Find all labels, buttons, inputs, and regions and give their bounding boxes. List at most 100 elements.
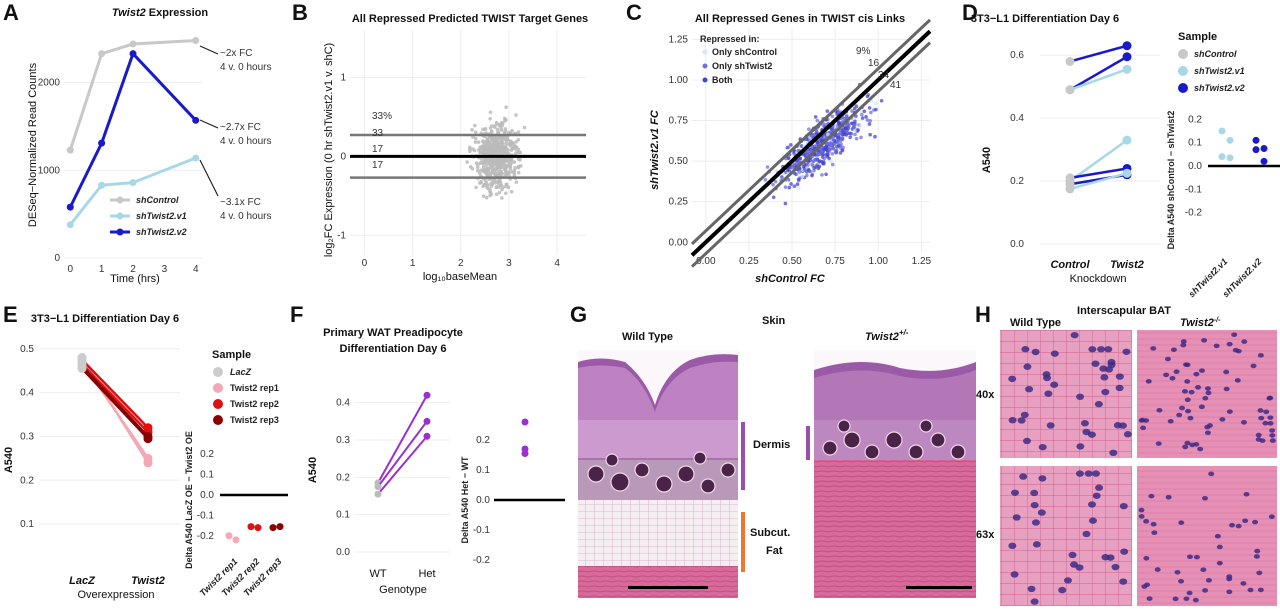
scatter-point bbox=[783, 201, 788, 206]
scatter-point bbox=[865, 94, 870, 99]
pair-line-Twist2 rep3 bbox=[81, 365, 149, 438]
scatter-point bbox=[509, 189, 514, 194]
dermis-label: Dermis bbox=[753, 439, 790, 451]
annotation-2-line2: 4 v. 0 hours bbox=[220, 136, 272, 147]
nucleus bbox=[1031, 519, 1040, 526]
nucleus bbox=[1247, 587, 1254, 593]
nucleus bbox=[1031, 348, 1040, 356]
panel-c-legend-dot-both bbox=[702, 77, 708, 83]
data-point-het bbox=[423, 417, 431, 425]
nucleus bbox=[1148, 493, 1155, 499]
scatter-point bbox=[797, 186, 801, 190]
nucleus bbox=[1058, 586, 1067, 594]
delta-point-shTwist2.v2 bbox=[1252, 136, 1260, 144]
data-point-shTwist2.v1 bbox=[129, 179, 137, 187]
nucleus bbox=[1267, 415, 1274, 420]
scatter-point bbox=[786, 168, 790, 173]
scatter-point bbox=[845, 128, 849, 132]
nucleus bbox=[1156, 407, 1163, 413]
nucleus bbox=[1143, 519, 1150, 524]
scatter-point bbox=[508, 130, 513, 135]
panel-c-line-label-41: 41 bbox=[890, 80, 902, 91]
scatter-point bbox=[468, 165, 473, 169]
scatter-point bbox=[499, 138, 503, 143]
pair-line-Pair3 bbox=[377, 435, 428, 495]
nucleus bbox=[1198, 404, 1205, 410]
nucleus bbox=[1189, 442, 1196, 448]
delta-point-Twist2 rep2 bbox=[247, 523, 255, 531]
scatter-point bbox=[816, 166, 821, 171]
scatter-point bbox=[509, 170, 514, 174]
scatter-point bbox=[479, 157, 484, 161]
pair-line-shTwist2.v2 bbox=[1069, 167, 1128, 180]
nucleus bbox=[1198, 368, 1205, 373]
scatter-point bbox=[495, 127, 500, 132]
y-tick-label: 0.3 bbox=[20, 431, 34, 442]
delta-point-Twist2 rep1 bbox=[232, 536, 240, 544]
panel-e-cat-lacz: LacZ bbox=[69, 575, 96, 587]
y-tick-label: 0.4 bbox=[336, 398, 350, 409]
nucleus bbox=[1091, 470, 1100, 477]
annotation-3-line2: 4 v. 0 hours bbox=[220, 211, 272, 222]
data-point-shControl bbox=[66, 146, 74, 154]
scatter-point bbox=[792, 162, 796, 166]
data-point-shTwist2.v1 bbox=[1122, 135, 1132, 145]
scatter-point bbox=[504, 147, 509, 152]
data-point-control bbox=[1065, 85, 1075, 95]
scatter-point bbox=[873, 134, 877, 139]
series-line-shControl bbox=[68, 39, 196, 151]
nucleus bbox=[1088, 346, 1097, 353]
scatter-point bbox=[826, 132, 830, 137]
nucleus bbox=[1104, 346, 1113, 353]
delta-point-shTwist2.v1 bbox=[1218, 127, 1226, 135]
panel-c-legend-dot-shcontrol bbox=[702, 49, 708, 55]
panel-f-title-line1: Primary WAT Preadipocyte bbox=[323, 327, 463, 339]
bat-mut-63x bbox=[1137, 466, 1277, 606]
nucleus bbox=[1087, 501, 1096, 508]
panel-b-xlabel: log₁₀baseMean bbox=[423, 271, 497, 283]
nucleus bbox=[1269, 428, 1276, 433]
scatter-point bbox=[481, 194, 486, 198]
scatter-point bbox=[488, 116, 492, 121]
panel-e-legend-dot-rep2 bbox=[213, 399, 223, 409]
scatter-point bbox=[797, 170, 802, 174]
scatter-point bbox=[810, 173, 814, 178]
nucleus bbox=[1122, 348, 1131, 355]
skin-wt-fat bbox=[578, 500, 738, 568]
y-tick-label: 0.4 bbox=[20, 388, 34, 399]
pair-line-shTwist2.v2 bbox=[1069, 55, 1128, 91]
y-tick-label: 0.1 bbox=[336, 510, 350, 521]
scatter-point bbox=[789, 182, 793, 186]
nucleus bbox=[1256, 570, 1263, 576]
scatter-point bbox=[481, 184, 485, 189]
panel-h-mag-40x: 40x bbox=[976, 389, 995, 401]
nucleus bbox=[1250, 363, 1257, 369]
nucleus bbox=[1235, 348, 1242, 354]
nucleus bbox=[1143, 418, 1150, 423]
nucleus bbox=[1030, 501, 1039, 509]
scatter-point bbox=[497, 185, 501, 189]
scatter-point bbox=[765, 165, 770, 169]
x-tick-label: 0.25 bbox=[739, 256, 759, 267]
nucleus bbox=[1257, 353, 1264, 358]
panel-letter-e: E bbox=[3, 302, 18, 327]
nucleus bbox=[1263, 409, 1270, 415]
panel-letter-d: D bbox=[962, 0, 978, 25]
delta-point-shTwist2.v2 bbox=[1252, 146, 1260, 154]
x-tick-label: 2 bbox=[130, 264, 136, 275]
panel-letters: A B C D E F G H bbox=[3, 0, 991, 327]
scatter-point bbox=[503, 127, 508, 131]
scatter-point bbox=[853, 122, 857, 127]
scatter-point bbox=[868, 119, 873, 123]
scatter-point bbox=[867, 106, 872, 110]
scatter-point bbox=[480, 168, 485, 173]
skin-mut-muscle bbox=[814, 460, 976, 598]
data-point-Twist2 rep1 bbox=[143, 458, 153, 468]
panel-d-legend-dot-shtwist2-v1 bbox=[1178, 66, 1188, 76]
scatter-point bbox=[514, 180, 519, 185]
nucleus bbox=[1252, 519, 1259, 525]
delta-point-shTwist2.v2 bbox=[1260, 145, 1268, 152]
scatter-point bbox=[815, 151, 820, 156]
nucleus bbox=[1240, 581, 1247, 586]
nucleus bbox=[1206, 423, 1213, 428]
